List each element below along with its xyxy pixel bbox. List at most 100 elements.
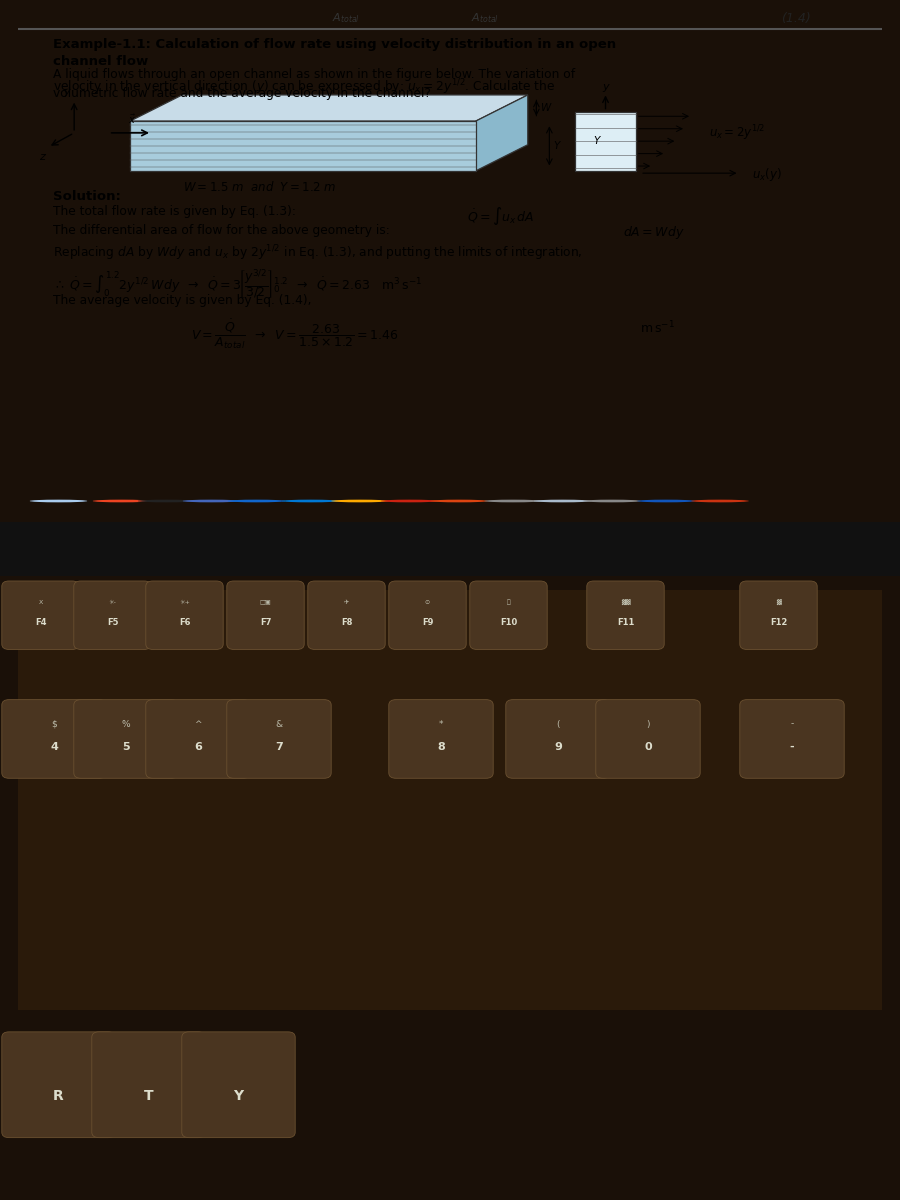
Text: 0: 0 bbox=[644, 742, 652, 752]
FancyBboxPatch shape bbox=[587, 581, 664, 649]
Text: ✈: ✈ bbox=[344, 600, 349, 605]
Text: (1.4): (1.4) bbox=[780, 12, 811, 25]
Text: $W = 1.5$ m  and  $Y = 1.2$ m: $W = 1.5$ m and $Y = 1.2$ m bbox=[184, 180, 337, 194]
Text: X: X bbox=[39, 600, 42, 605]
Text: A liquid flows through an open channel as shown in the figure below. The variati: A liquid flows through an open channel a… bbox=[52, 68, 575, 80]
Text: ☼-: ☼- bbox=[109, 600, 116, 605]
Text: T: T bbox=[144, 1090, 153, 1103]
Text: $u_x(y)$: $u_x(y)$ bbox=[752, 166, 782, 182]
Text: -: - bbox=[790, 720, 794, 728]
Text: Y: Y bbox=[594, 136, 600, 146]
Text: The differential area of flow for the above geometry is:: The differential area of flow for the ab… bbox=[52, 224, 390, 238]
Circle shape bbox=[30, 499, 87, 503]
Text: (: ( bbox=[556, 720, 560, 728]
Bar bbox=[0, 522, 900, 576]
FancyBboxPatch shape bbox=[2, 1032, 115, 1138]
Text: ▓▓: ▓▓ bbox=[621, 600, 630, 606]
Circle shape bbox=[183, 499, 240, 503]
Text: The total flow rate is given by Eq. (1.3):: The total flow rate is given by Eq. (1.3… bbox=[52, 205, 295, 218]
FancyBboxPatch shape bbox=[182, 1032, 295, 1138]
Polygon shape bbox=[476, 95, 527, 170]
Circle shape bbox=[93, 499, 150, 503]
Text: Y: Y bbox=[554, 140, 560, 151]
Polygon shape bbox=[130, 121, 476, 170]
FancyBboxPatch shape bbox=[74, 700, 178, 779]
Text: 6: 6 bbox=[194, 742, 202, 752]
Text: F11: F11 bbox=[616, 618, 634, 626]
Text: Replacing $dA$ by $Wdy$ and $u_x$ by $2y^{1/2}$ in Eq. (1.3), and putting the li: Replacing $dA$ by $Wdy$ and $u_x$ by $2y… bbox=[52, 244, 582, 263]
FancyBboxPatch shape bbox=[227, 581, 304, 649]
FancyBboxPatch shape bbox=[470, 581, 547, 649]
Text: The average velocity is given by Eq. (1.4),: The average velocity is given by Eq. (1.… bbox=[52, 294, 311, 307]
Text: velocity in the vertical direction ($y$) can be expressed by: $u_x = 2y^{1/2}$. : velocity in the vertical direction ($y$)… bbox=[52, 78, 554, 97]
FancyBboxPatch shape bbox=[74, 581, 151, 649]
Text: Example-1.1: Calculation of flow rate using velocity distribution in an open
cha: Example-1.1: Calculation of flow rate us… bbox=[52, 38, 616, 68]
Text: Y: Y bbox=[233, 1090, 244, 1103]
Text: z: z bbox=[40, 152, 45, 162]
Polygon shape bbox=[575, 112, 635, 170]
Text: 7: 7 bbox=[275, 742, 283, 752]
Text: &: & bbox=[275, 720, 283, 728]
FancyBboxPatch shape bbox=[2, 700, 106, 779]
Circle shape bbox=[430, 499, 488, 503]
Circle shape bbox=[228, 499, 285, 503]
Text: ⊙: ⊙ bbox=[425, 600, 430, 605]
Text: $\mathrm{m\,s^{-1}}$: $\mathrm{m\,s^{-1}}$ bbox=[640, 320, 675, 337]
Text: volumetric flow rate and the average velocity in the channel?: volumetric flow rate and the average vel… bbox=[52, 86, 430, 100]
Text: F6: F6 bbox=[179, 618, 190, 626]
Text: □▣: □▣ bbox=[259, 600, 272, 605]
Text: $: $ bbox=[51, 720, 57, 728]
Text: $dA = Wdy$: $dA = Wdy$ bbox=[623, 224, 685, 241]
FancyBboxPatch shape bbox=[308, 581, 385, 649]
Text: F4: F4 bbox=[35, 618, 46, 626]
Text: ^: ^ bbox=[194, 720, 202, 728]
Circle shape bbox=[282, 499, 339, 503]
Text: ☼+: ☼+ bbox=[179, 600, 190, 605]
Circle shape bbox=[637, 499, 695, 503]
Text: F10: F10 bbox=[500, 618, 518, 626]
Circle shape bbox=[534, 499, 591, 503]
Text: %: % bbox=[122, 720, 130, 728]
Text: 9: 9 bbox=[554, 742, 562, 752]
Text: F9: F9 bbox=[422, 618, 433, 626]
Text: F5: F5 bbox=[107, 618, 118, 626]
Text: W: W bbox=[541, 103, 551, 113]
FancyBboxPatch shape bbox=[389, 581, 466, 649]
FancyBboxPatch shape bbox=[146, 700, 250, 779]
FancyBboxPatch shape bbox=[146, 581, 223, 649]
Text: $A_{total}$: $A_{total}$ bbox=[471, 11, 499, 25]
Circle shape bbox=[583, 499, 641, 503]
Text: F12: F12 bbox=[770, 618, 788, 626]
Text: $A_{total}$: $A_{total}$ bbox=[332, 11, 360, 25]
FancyBboxPatch shape bbox=[92, 1032, 205, 1138]
Text: F7: F7 bbox=[260, 618, 271, 626]
FancyBboxPatch shape bbox=[740, 581, 817, 649]
Text: -: - bbox=[789, 742, 795, 752]
Polygon shape bbox=[130, 95, 527, 121]
Text: y: y bbox=[63, 88, 70, 97]
Text: y: y bbox=[602, 82, 608, 91]
Text: ): ) bbox=[646, 720, 650, 728]
Circle shape bbox=[381, 499, 438, 503]
Text: 5: 5 bbox=[122, 742, 130, 752]
Text: $V = \dfrac{\dot{Q}}{A_{total}} \;\;\rightarrow\;\; V = \dfrac{2.63}{1.5 \times : $V = \dfrac{\dot{Q}}{A_{total}} \;\;\rig… bbox=[191, 318, 399, 352]
Text: *: * bbox=[439, 720, 443, 728]
Text: Solution:: Solution: bbox=[52, 190, 121, 203]
FancyBboxPatch shape bbox=[506, 700, 610, 779]
Circle shape bbox=[331, 499, 389, 503]
Circle shape bbox=[484, 499, 542, 503]
FancyBboxPatch shape bbox=[389, 700, 493, 779]
FancyBboxPatch shape bbox=[596, 700, 700, 779]
Text: $u_x = 2y^{1/2}$: $u_x = 2y^{1/2}$ bbox=[709, 124, 766, 143]
Text: 🔒: 🔒 bbox=[507, 600, 510, 605]
Text: 8: 8 bbox=[437, 742, 445, 752]
Text: 4: 4 bbox=[50, 742, 58, 752]
Text: F8: F8 bbox=[341, 618, 352, 626]
Text: $\therefore\;\dot{Q} = \int_0^{1.2} 2y^{1/2}\,Wdy \;\;\rightarrow\;\; \dot{Q} = : $\therefore\;\dot{Q} = \int_0^{1.2} 2y^{… bbox=[52, 268, 422, 301]
Text: R: R bbox=[53, 1090, 64, 1103]
FancyBboxPatch shape bbox=[740, 700, 844, 779]
FancyBboxPatch shape bbox=[227, 700, 331, 779]
Text: $\vec{x}$: $\vec{x}$ bbox=[128, 113, 136, 126]
FancyBboxPatch shape bbox=[2, 581, 79, 649]
Circle shape bbox=[691, 499, 749, 503]
